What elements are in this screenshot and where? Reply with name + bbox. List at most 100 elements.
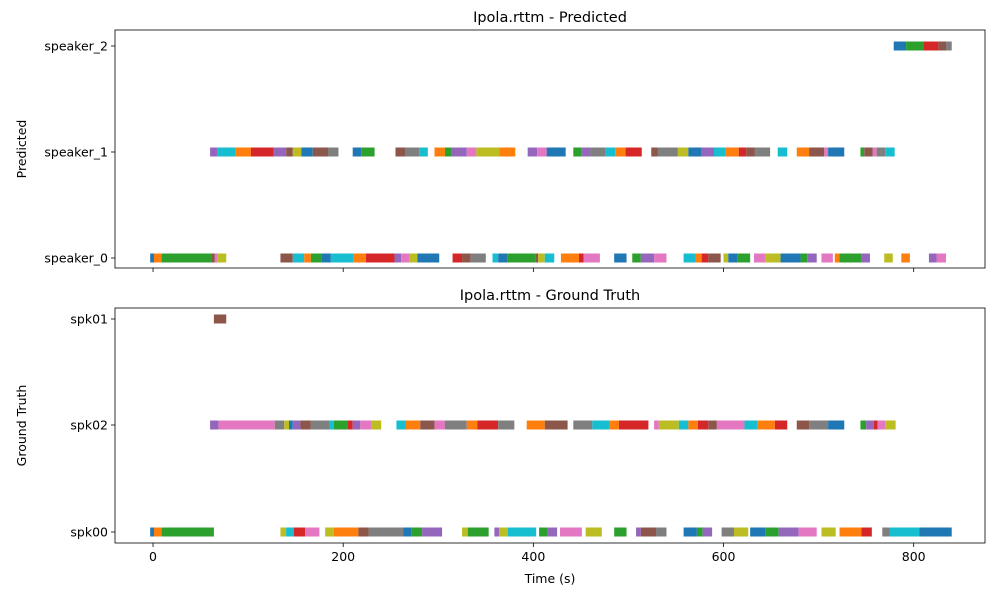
panel2-xtick-label-0: 0 xyxy=(149,549,157,564)
panel2-segment-25 xyxy=(573,420,593,430)
panel1-segment-22 xyxy=(451,147,467,157)
panel1-segment-57 xyxy=(161,253,212,263)
panel1-segment-40 xyxy=(714,147,726,157)
panel2-ytick-label-0: spk00 xyxy=(70,525,108,540)
panel2-segment-11 xyxy=(347,420,353,430)
panel1-segment-98 xyxy=(780,253,801,263)
panel2-axes-frame xyxy=(114,307,986,544)
panel2-segment-69 xyxy=(585,527,602,537)
panel2-xtick-label-2: 400 xyxy=(521,549,545,564)
panel1-segment-51 xyxy=(864,147,873,157)
panel2-segment-62 xyxy=(467,527,489,537)
panel2-segment-51 xyxy=(286,527,294,537)
panel1-segment-55 xyxy=(150,253,154,263)
panel2-segment-21 xyxy=(477,420,499,430)
panel1-segment-84 xyxy=(583,253,600,263)
panel1-segment-46 xyxy=(796,147,810,157)
panel2-segment-15 xyxy=(396,420,406,430)
panel1-segment-2 xyxy=(923,41,939,51)
panel2-segment-20 xyxy=(466,420,478,430)
panel2-xtick-label-4: 800 xyxy=(902,549,926,564)
panel1-segment-19 xyxy=(419,147,428,157)
panel1-segment-78 xyxy=(507,253,536,263)
panel2-segment-8 xyxy=(310,420,330,430)
panel1-segment-32 xyxy=(605,147,616,157)
panel2-segment-26 xyxy=(592,420,610,430)
panel2-segment-0 xyxy=(213,314,227,324)
panel2-segment-1 xyxy=(210,420,219,430)
panel2-segment-44 xyxy=(873,420,878,430)
panel2-segment-84 xyxy=(839,527,862,537)
panel2-segment-81 xyxy=(778,527,799,537)
panel1-segment-91 xyxy=(701,253,709,263)
panel2-segment-54 xyxy=(325,527,334,537)
panel1-segment-65 xyxy=(321,253,331,263)
panel1-segment-4 xyxy=(946,41,952,51)
panel1-segment-86 xyxy=(632,253,641,263)
panel1-segment-71 xyxy=(409,253,418,263)
panel2-segment-45 xyxy=(877,420,886,430)
panel1-segment-77 xyxy=(498,253,508,263)
panel1-segment-3 xyxy=(938,41,947,51)
panel1-segment-37 xyxy=(677,147,689,157)
panel1-segment-44 xyxy=(754,147,771,157)
panel2-segment-80 xyxy=(765,527,779,537)
panel1-segment-50 xyxy=(860,147,865,157)
panel1-segment-69 xyxy=(394,253,402,263)
panel2-segment-34 xyxy=(708,420,717,430)
panel2-segment-47 xyxy=(150,527,154,537)
panel1-segment-41 xyxy=(725,147,739,157)
panel1-segment-10 xyxy=(286,147,293,157)
panel2-segment-18 xyxy=(434,420,445,430)
panel1-segment-85 xyxy=(614,253,627,263)
panel2-segment-16 xyxy=(405,420,421,430)
panel2-segment-32 xyxy=(688,420,698,430)
panel1-segment-27 xyxy=(537,147,547,157)
panel2-segment-78 xyxy=(733,527,749,537)
panel2-title: Ipola.rttm - Ground Truth xyxy=(460,288,640,304)
panel2-segment-24 xyxy=(544,420,568,430)
panel1-segment-67 xyxy=(353,253,367,263)
panel2-segment-10 xyxy=(333,420,348,430)
panel1-segment-94 xyxy=(728,253,738,263)
panel1-segment-38 xyxy=(688,147,702,157)
panel1-segment-31 xyxy=(590,147,606,157)
panel2-segment-17 xyxy=(420,420,435,430)
panel1-segment-104 xyxy=(861,253,870,263)
panel1-segment-70 xyxy=(401,253,410,263)
panel1-segment-24 xyxy=(476,147,500,157)
panel1-segment-45 xyxy=(777,147,788,157)
panel2-segment-23 xyxy=(526,420,545,430)
panel1-segment-96 xyxy=(753,253,766,263)
panel1-segment-14 xyxy=(327,147,339,157)
panel1-segment-21 xyxy=(444,147,452,157)
panel1-segment-5 xyxy=(210,147,218,157)
panel2-segment-43 xyxy=(866,420,874,430)
panel2-segment-48 xyxy=(153,527,162,537)
panel1-segment-82 xyxy=(560,253,579,263)
panel1-segment-8 xyxy=(250,147,274,157)
panel1-segment-106 xyxy=(901,253,910,263)
panel1-segment-35 xyxy=(651,147,658,157)
panel2-segment-77 xyxy=(721,527,734,537)
panel1-segment-66 xyxy=(330,253,354,263)
panel1-segment-26 xyxy=(527,147,538,157)
panel1-segment-64 xyxy=(310,253,322,263)
panel2-segment-22 xyxy=(498,420,515,430)
panel1-segment-28 xyxy=(546,147,566,157)
panel1-segment-73 xyxy=(452,253,463,263)
panel2-segment-13 xyxy=(360,420,372,430)
panel2-segment-68 xyxy=(559,527,582,537)
panel1-axes-frame xyxy=(114,29,986,269)
panel2-segment-58 xyxy=(403,527,412,537)
panel1-segment-62 xyxy=(292,253,305,263)
panel2-segment-64 xyxy=(499,527,508,537)
panel1-segment-61 xyxy=(280,253,293,263)
panel1-segment-76 xyxy=(492,253,499,263)
panel1-segment-63 xyxy=(304,253,311,263)
panel2-segment-67 xyxy=(547,527,558,537)
panel1-segment-90 xyxy=(695,253,702,263)
panel1-segment-74 xyxy=(462,253,471,263)
panel2-segment-50 xyxy=(280,527,287,537)
